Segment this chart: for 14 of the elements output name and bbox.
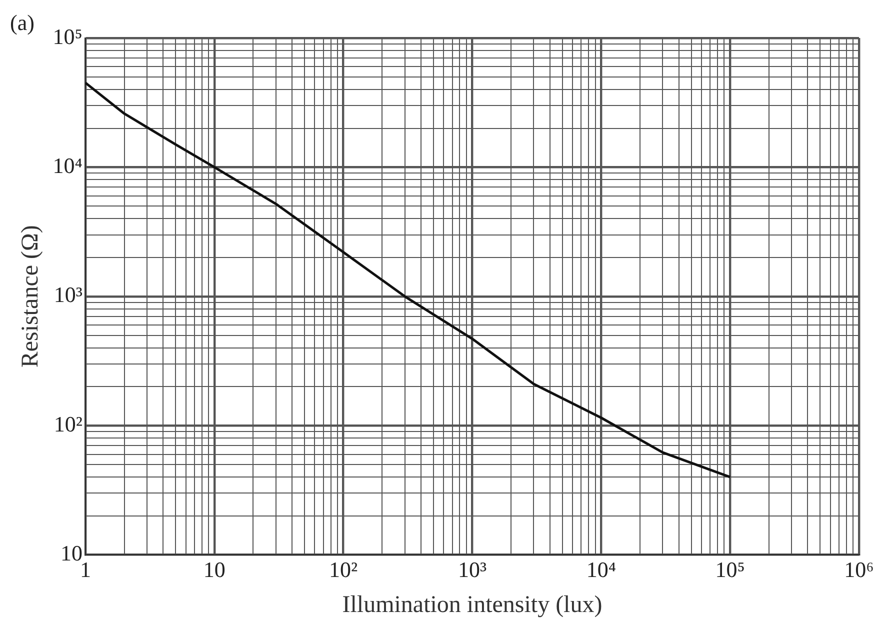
x-tick-label: 10⁴ [586,556,616,582]
y-tick-label: 10⁵ [52,24,82,49]
x-tick-label: 10⁶ [844,556,874,582]
x-tick-label: 10⁵ [715,556,745,582]
y-tick-label: 10⁴ [52,152,83,178]
x-tick-label: 10² [329,556,358,582]
y-tick-label: 10² [54,411,83,436]
x-axis-title: Illumination intensity (lux) [342,592,602,618]
x-tick-label: 10³ [458,556,487,582]
y-tick-label: 10³ [54,282,83,308]
text: (a) [10,10,34,36]
x-tick-label: 10 [203,556,226,582]
y-tick-label: 10 [60,540,82,566]
y-axis-title: Resistance (Ω) [18,225,44,368]
